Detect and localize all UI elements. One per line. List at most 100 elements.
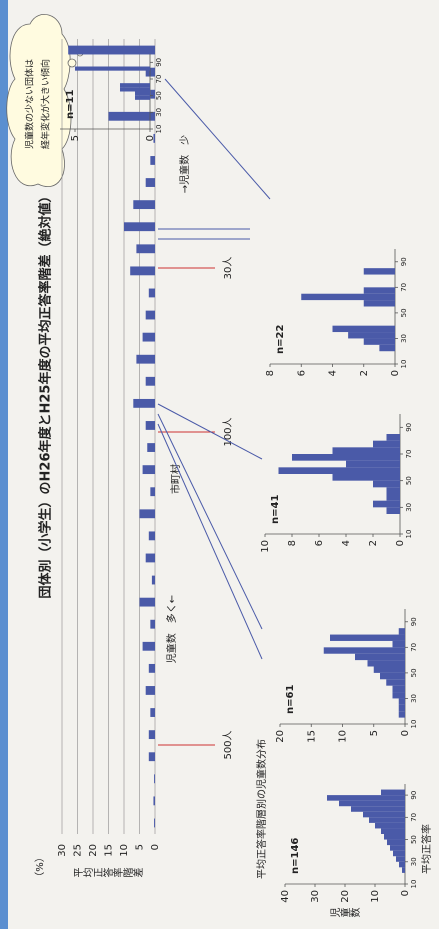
- x-tick-label: 90: [410, 791, 418, 800]
- y-tick-label: 20: [275, 730, 286, 743]
- y-tick-label: 40: [280, 890, 291, 903]
- y-tick-label: 0: [150, 844, 161, 850]
- y-tick-label: 5: [135, 844, 146, 850]
- y-tick-label: 5: [369, 730, 380, 736]
- arrow: [157, 403, 263, 460]
- x-tick-label: 50: [405, 476, 413, 485]
- landscape-slide: 団体別（小学生）のH26年度とH25年度の平均正答率階差（絶対値） （%） 平均…: [6, 14, 433, 920]
- histogram-bar: [373, 666, 405, 673]
- bar: [68, 45, 155, 55]
- y-tick-label: 0: [400, 730, 411, 736]
- histogram-bar: [399, 861, 405, 868]
- bar: [150, 708, 156, 717]
- y-tick-label: 10: [338, 730, 349, 743]
- y-tick-label: 2: [368, 540, 379, 546]
- y-axis-label: 児童数: [330, 908, 361, 920]
- bar: [148, 288, 156, 298]
- histogram-bar: [379, 344, 395, 352]
- y-tick-label: 20: [340, 890, 351, 903]
- histogram-bar: [363, 300, 395, 307]
- x-tick-label: 70: [405, 450, 413, 459]
- x-tick-label: 10: [405, 530, 413, 539]
- bar: [139, 509, 155, 519]
- bar: [130, 266, 155, 276]
- annotation: 児童数 多く←: [165, 595, 178, 663]
- chart-title: 団体別（小学生）のH26年度とH25年度の平均正答率階差（絶対値）: [38, 190, 54, 599]
- histogram-bar: [332, 325, 395, 333]
- y-tick-label: 10: [260, 540, 271, 553]
- histogram-bar: [323, 647, 405, 654]
- side-stripe: [0, 0, 8, 929]
- bar: [124, 222, 155, 232]
- threshold-label: 100人: [222, 417, 234, 446]
- histogram-bar: [392, 640, 405, 648]
- histogram-bar: [373, 480, 400, 488]
- histogram-bar: [390, 845, 405, 851]
- histogram-bar: [373, 440, 400, 448]
- callout-bubble: [67, 58, 77, 68]
- x-tick-label: 90: [405, 423, 413, 432]
- bar: [150, 156, 156, 165]
- histogram-bar: [135, 95, 150, 100]
- histogram-bar: [381, 828, 405, 834]
- x-tick-label: 30: [155, 108, 163, 117]
- histogram-bar: [363, 287, 395, 294]
- x-tick-label: 70: [410, 813, 418, 822]
- histogram-bar: [393, 850, 405, 857]
- histogram-bar: [387, 839, 405, 846]
- histogram-bar: [386, 433, 400, 441]
- y-tick-label: 0: [145, 135, 156, 141]
- histogram-title: n=41: [270, 495, 281, 524]
- bar: [148, 531, 156, 541]
- y-tick-label: 25: [73, 844, 84, 857]
- histogram-bar: [278, 467, 400, 474]
- y-axis-label: 平均正答率階差: [73, 868, 143, 880]
- histogram-bar: [355, 653, 405, 661]
- histogram-bar: [135, 91, 150, 96]
- y-tick-label: 15: [104, 844, 115, 857]
- histogram-bar: [332, 447, 400, 454]
- histogram-bar: [402, 867, 405, 873]
- y-tick-label: 20: [88, 844, 99, 857]
- bar: [148, 752, 156, 762]
- x-tick-label: 70: [410, 643, 418, 652]
- histogram-bar: [392, 685, 405, 693]
- threshold-label: 30人: [222, 257, 234, 280]
- bar: [148, 730, 156, 740]
- histogram-bar: [375, 822, 405, 829]
- bar: [145, 376, 155, 386]
- x-tick-label: 50: [155, 91, 163, 100]
- bar: [142, 465, 156, 475]
- y-tick-label: 6: [296, 370, 307, 376]
- bar: [145, 686, 155, 695]
- x-tick-label: 30: [400, 334, 408, 343]
- histogram-bar: [332, 473, 400, 481]
- bar: [154, 774, 156, 784]
- y-tick-label: 0: [400, 890, 411, 896]
- histogram-bar: [75, 66, 150, 71]
- histogram-bar: [392, 692, 405, 699]
- bar: [147, 443, 155, 452]
- histogram-bar: [351, 806, 405, 812]
- histogram-bar: [363, 338, 395, 345]
- arrow: [164, 78, 271, 200]
- x-tick-label: 10: [400, 360, 408, 369]
- bar: [142, 332, 156, 342]
- bar: [133, 398, 156, 408]
- histogram-bar: [363, 811, 405, 818]
- x-tick-label: 70: [400, 283, 408, 292]
- histogram-bar: [381, 789, 405, 796]
- bar: [153, 133, 155, 143]
- histogram-title: n=22: [275, 325, 286, 354]
- y-tick-label: 0: [390, 370, 401, 376]
- histogram-title: n=61: [285, 685, 296, 714]
- y-tick-label: 30: [57, 844, 68, 857]
- x-tick-label: 50: [400, 308, 408, 317]
- x-tick-label: 50: [410, 668, 418, 677]
- histogram-bar: [396, 856, 405, 862]
- histogram-bar: [384, 834, 405, 840]
- histogram-bar: [348, 332, 395, 339]
- annotation: →児童数 少: [178, 135, 191, 193]
- section-title: 平均正答率階層別の児童数分布: [255, 739, 268, 879]
